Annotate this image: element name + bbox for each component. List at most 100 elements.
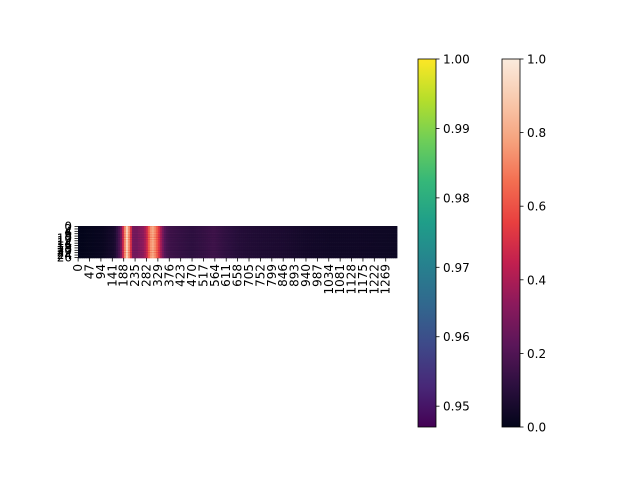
heatmap-cell: [255, 239, 258, 241]
heatmap-cell: [315, 237, 318, 240]
heatmap-cell: [299, 246, 302, 248]
heatmap-cell: [209, 253, 212, 255]
heatmap-cell: [277, 253, 280, 255]
heatmap-cell: [347, 248, 350, 251]
heatmap-cell: [229, 226, 232, 228]
heatmap-cell: [173, 226, 177, 228]
heatmap-cell: [133, 247, 137, 249]
heatmap-cell: [355, 246, 358, 248]
heatmap-cell: [385, 248, 388, 251]
heatmap-cell: [371, 255, 374, 258]
heatmap-cell: [129, 250, 133, 253]
heatmap-cell: [127, 250, 131, 253]
heatmap-cell: [81, 235, 85, 237]
heatmap-cell: [209, 235, 212, 237]
heatmap-cell: [295, 226, 298, 228]
heatmap-cell: [385, 244, 388, 247]
heatmap-cell: [321, 249, 324, 252]
heatmap-cell: [337, 252, 340, 254]
heatmap-cell: [395, 250, 398, 253]
heatmap-cell: [253, 242, 256, 245]
heatmap-cell: [211, 239, 214, 241]
heatmap-cell: [331, 234, 334, 236]
heatmap-cell: [333, 249, 336, 252]
heatmap-cell: [79, 236, 83, 239]
heatmap-cell: [79, 252, 83, 254]
heatmap-cell: [333, 227, 336, 229]
heatmap-cell: [201, 236, 205, 239]
heatmap-cell: [379, 249, 382, 252]
heatmap-cell: [263, 228, 266, 230]
heatmap-cell: [261, 247, 264, 249]
heatmap-cell: [239, 240, 242, 242]
heatmap-cell: [323, 240, 326, 242]
heatmap-cell: [179, 243, 183, 246]
heatmap-cell: [253, 256, 256, 259]
heatmap-cell: [287, 230, 290, 233]
heatmap-cell: [231, 239, 234, 241]
heatmap-cell: [305, 256, 308, 259]
heatmap-cell: [351, 255, 354, 258]
heatmap-cell: [139, 247, 143, 249]
heatmap-cell: [247, 235, 250, 237]
heatmap-cell: [99, 248, 103, 251]
heatmap-cell: [109, 239, 113, 241]
heatmap-cell: [105, 229, 109, 232]
heatmap-cell: [78, 236, 81, 239]
heatmap-cell: [329, 226, 332, 228]
heatmap-cell: [357, 234, 360, 236]
heatmap-cell: [309, 230, 312, 233]
heatmap-cell: [291, 235, 294, 237]
heatmap-cell: [85, 240, 89, 242]
heatmap-cell: [185, 250, 189, 253]
heatmap-cell: [111, 235, 115, 237]
heatmap-cell: [377, 231, 380, 234]
heatmap-cell: [97, 229, 101, 232]
heatmap-cell: [217, 255, 220, 258]
heatmap-cell: [313, 246, 316, 248]
heatmap-cell: [207, 247, 210, 249]
heatmap-cell: [337, 230, 340, 233]
heatmap-cell: [225, 226, 228, 228]
heatmap-cell: [261, 254, 264, 256]
heatmap-cell: [345, 229, 348, 232]
heatmap-cell: [291, 252, 294, 254]
heatmap-cell: [127, 228, 131, 230]
heatmap-cell: [191, 244, 195, 247]
heatmap-cell: [217, 231, 220, 234]
heatmap-cell: [307, 250, 310, 253]
heatmap-cell: [261, 233, 264, 235]
heatmap-cell: [309, 255, 312, 258]
heatmap-cell: [103, 248, 107, 251]
heatmap-cell: [167, 255, 171, 258]
heatmap-cell: [275, 250, 278, 253]
heatmap-cell: [97, 235, 101, 237]
heatmap-cell: [259, 236, 262, 239]
heatmap-cell: [219, 256, 222, 259]
heatmap-cell: [91, 234, 95, 236]
heatmap-cell: [291, 253, 294, 255]
heatmap-cell: [79, 249, 83, 252]
heatmap-cell: [325, 249, 328, 252]
heatmap-cell: [117, 236, 121, 239]
heatmap-cell: [147, 246, 151, 248]
heatmap-cell: [347, 228, 350, 230]
heatmap-cell: [221, 244, 224, 247]
heatmap-cell: [327, 244, 330, 247]
heatmap-cell: [263, 235, 266, 237]
heatmap-cell: [187, 234, 191, 236]
heatmap-cell: [279, 235, 282, 237]
heatmap-cell: [179, 227, 183, 229]
heatmap-cell: [207, 234, 210, 236]
heatmap-cell: [99, 242, 103, 245]
heatmap-cell: [87, 233, 91, 235]
heatmap-cell: [383, 229, 386, 232]
heatmap-cell: [301, 250, 304, 253]
heatmap-cell: [247, 229, 250, 232]
heatmap-cell: [387, 256, 390, 259]
heatmap-cell: [101, 226, 105, 228]
heatmap-cell: [95, 255, 99, 258]
heatmap-cell: [375, 236, 378, 239]
heatmap-cell: [259, 255, 262, 258]
